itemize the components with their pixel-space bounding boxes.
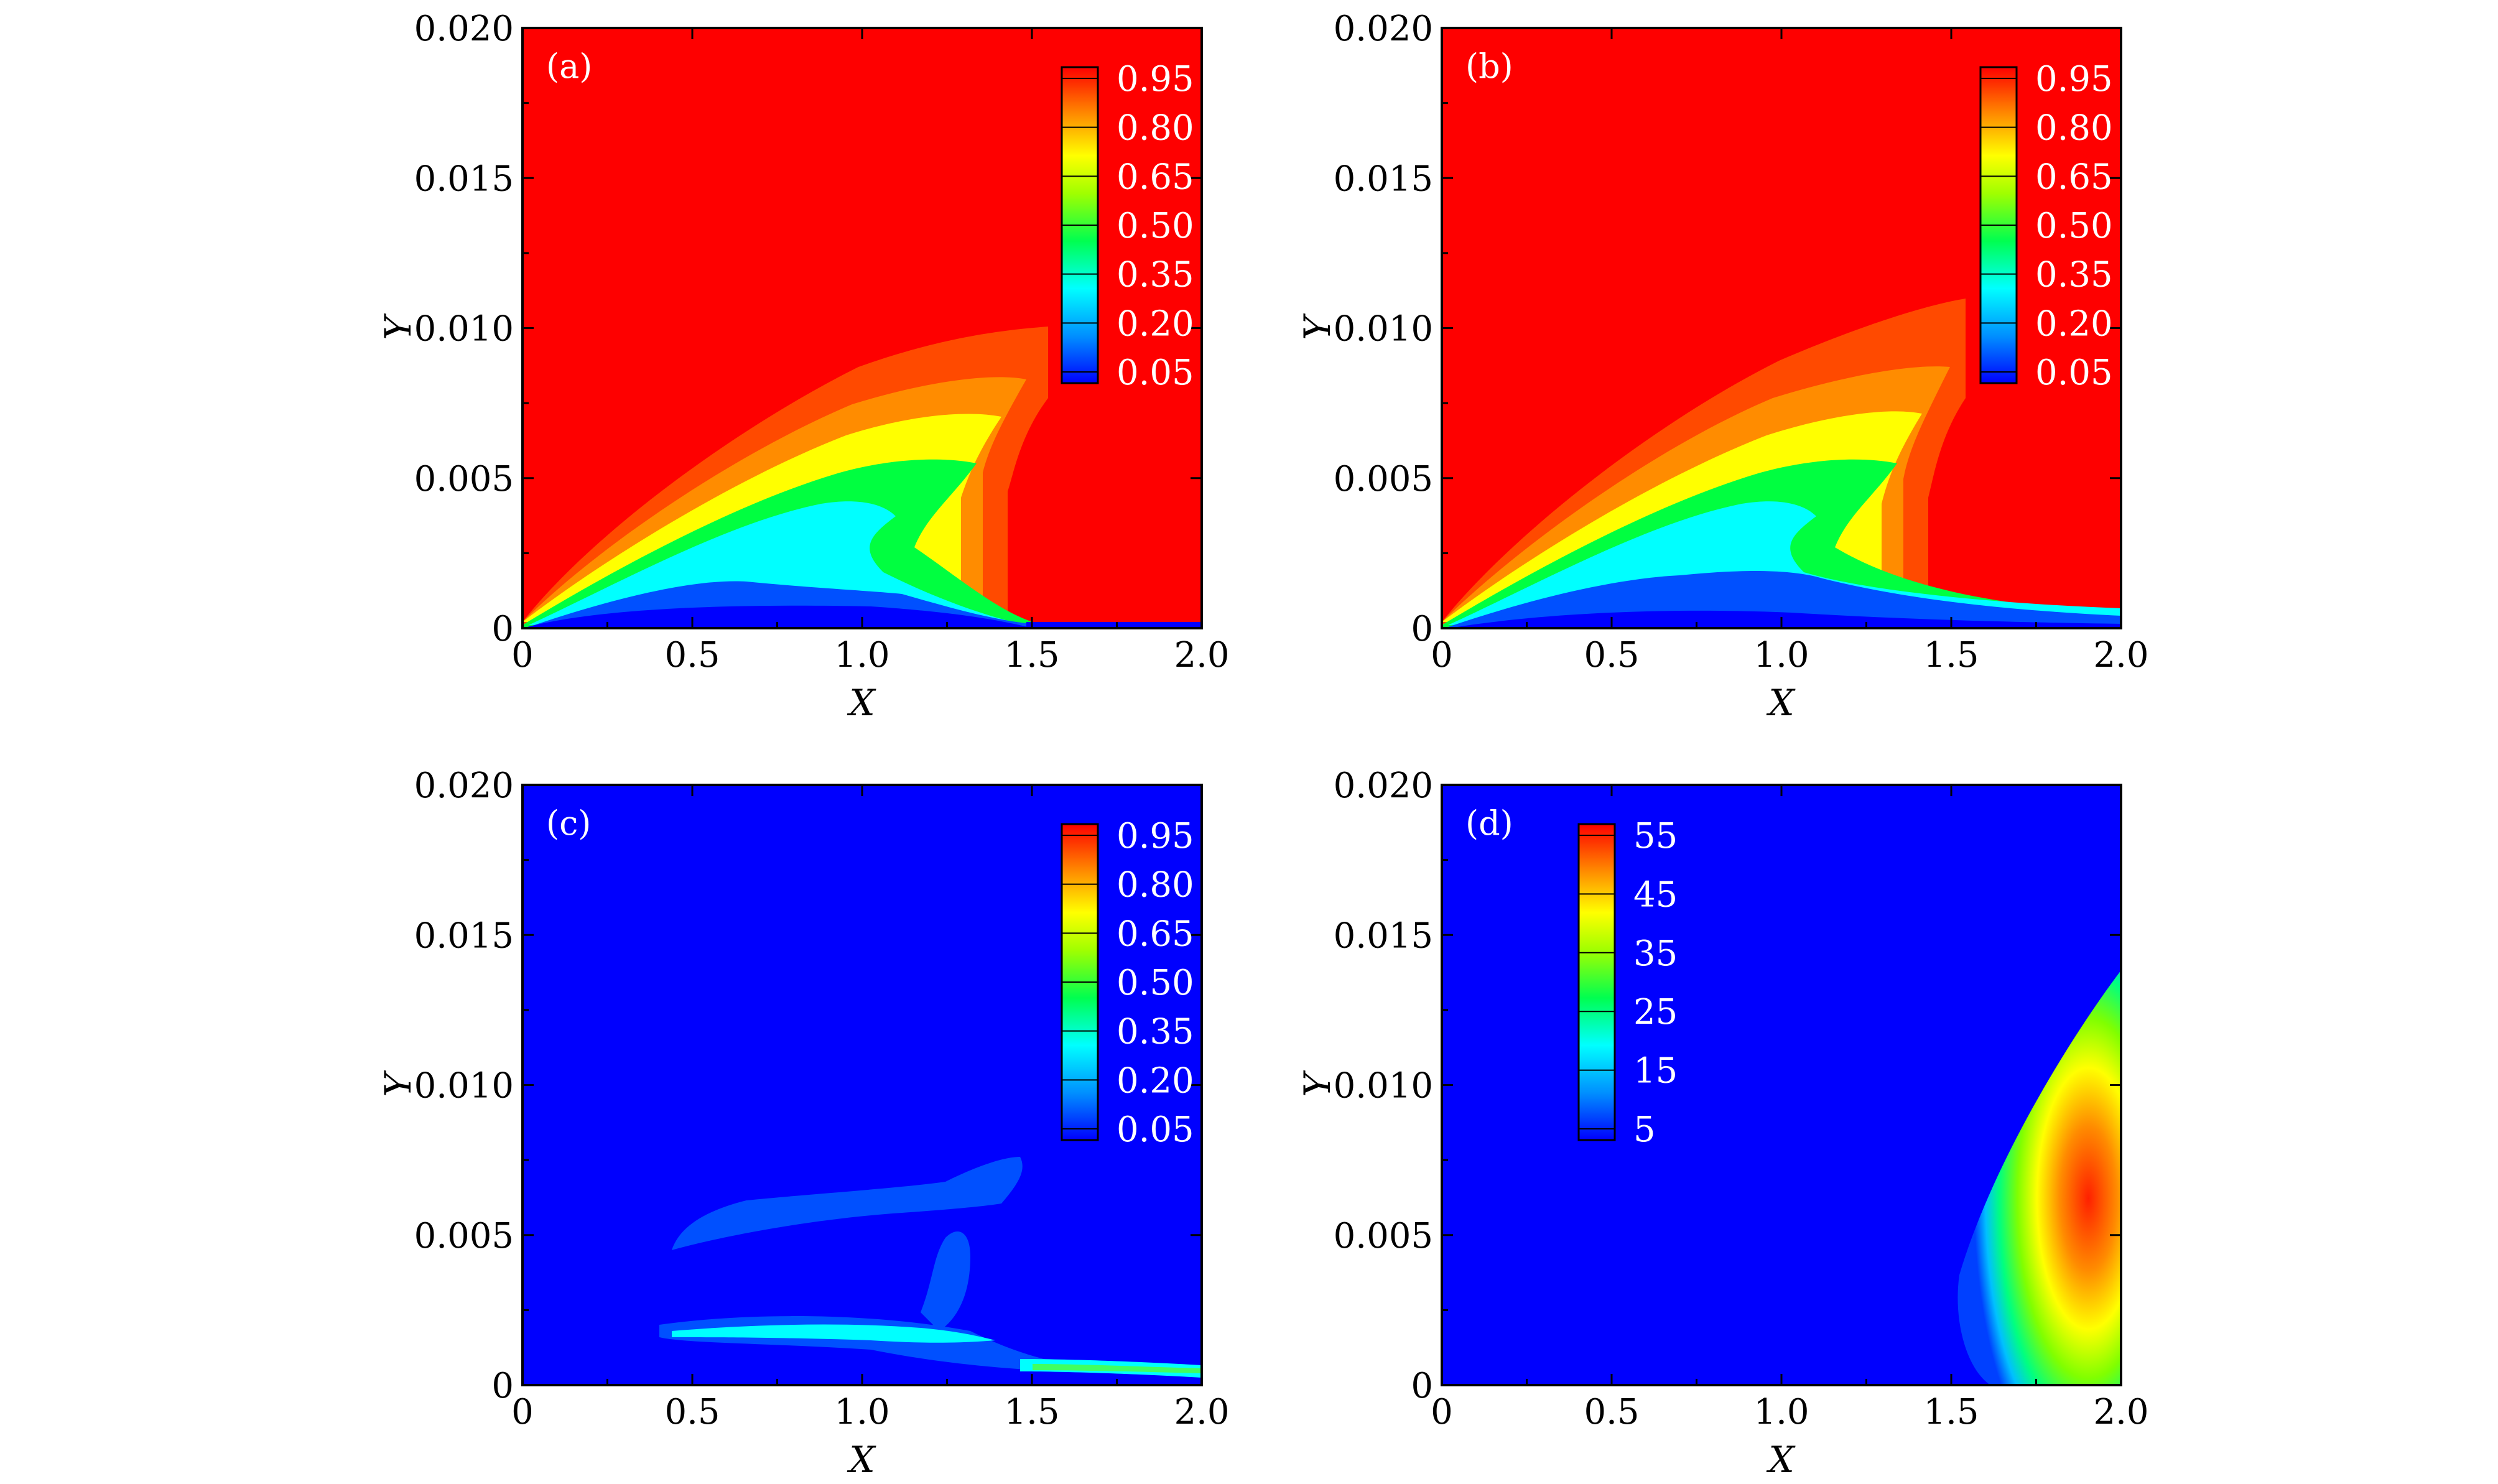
panel-c-ytick-label: 0.005 — [414, 1216, 514, 1256]
panel-d-colorbar-label: 35 — [1633, 934, 1678, 974]
panel-c-xtick-label: 1.5 — [1004, 1392, 1059, 1432]
panel-a-colorbar-label: 0.35 — [1117, 255, 1194, 295]
panel-c-axes: 0 0.5 1.0 1.5 2.0 0 0.005 0.010 0.015 0.020 X Y 0.95… — [377, 766, 1230, 1481]
panel-b-xlabel: X — [1766, 682, 1796, 724]
panel-d-ylabel: Y — [1296, 1070, 1339, 1097]
panel-d: (d) — [1441, 784, 2122, 1386]
panel-d-ytick-label: 0 — [1411, 1366, 1433, 1406]
panel-a-colorbar-label: 0.05 — [1117, 353, 1194, 393]
panel-c-ylabel: Y — [377, 1070, 419, 1097]
panel-c-xtick-label: 0 — [511, 1392, 534, 1432]
panel-b-ytick-label: 0.020 — [1334, 9, 1433, 49]
panel-d-colorbar-label: 45 — [1633, 874, 1678, 915]
panel-a-colorbar-label: 0.80 — [1117, 108, 1194, 149]
panel-d-xlabel: X — [1766, 1439, 1796, 1481]
panel-c-colorbar-label: 0.35 — [1117, 1012, 1194, 1052]
panel-b: (b) — [1441, 27, 2122, 629]
panel-d-xtick-label: 2.0 — [2093, 1392, 2148, 1432]
panel-d-xtick-label: 1.5 — [1923, 1392, 1979, 1432]
panel-a-label: (a) — [546, 47, 592, 86]
panel-a-xtick-label: 2.0 — [1174, 635, 1229, 675]
panel-b-colorbar-label: 0.50 — [2035, 206, 2113, 246]
panel-b-field — [1442, 28, 2121, 628]
panel-d-ytick-label: 0.010 — [1334, 1066, 1433, 1106]
panel-c-xtick-label: 0.5 — [664, 1392, 720, 1432]
panel-c-ytick-label: 0.020 — [414, 766, 514, 806]
panel-a-xtick-label: 0 — [511, 635, 534, 675]
panel-c-xlabel: X — [847, 1439, 876, 1481]
panel-a-colorbar-label: 0.50 — [1117, 206, 1194, 246]
panel-b-xtick-label: 1.5 — [1923, 635, 1979, 675]
panel-d-xtick-label: 0.5 — [1584, 1392, 1639, 1432]
panel-c-colorbar-label: 0.50 — [1117, 963, 1194, 1003]
panel-c-ytick-label: 0 — [491, 1366, 514, 1406]
panel-b-xtick-label: 0 — [1431, 635, 1453, 675]
panel-d-label: (d) — [1465, 804, 1513, 843]
panel-a-xlabel: X — [847, 682, 876, 724]
panel-d-axes: 0 0.5 1.0 1.5 2.0 0 0.005 0.010 0.015 0.020 X Y 55 45… — [1296, 766, 2149, 1481]
panel-d-colorbar-label: 25 — [1633, 992, 1678, 1032]
panel-b-xtick-label: 1.0 — [1753, 635, 1809, 675]
panel-d-colorbar-label: 55 — [1633, 816, 1678, 856]
panel-a-colorbar-label: 0.95 — [1117, 59, 1194, 100]
panel-c-colorbar-label: 0.65 — [1117, 914, 1194, 954]
panel-b-ytick-label: 0.015 — [1334, 159, 1433, 199]
panel-c-ytick-label: 0.010 — [414, 1066, 514, 1106]
panel-a-ylabel: Y — [377, 313, 419, 340]
panel-a-colorbar-label: 0.20 — [1117, 304, 1194, 344]
panel-c-colorbar-label: 0.80 — [1117, 865, 1194, 906]
axes-layer: 0 0.5 1.0 1.5 2.0 0 0.005 0.010 0.015 0.020 X Y 0.95… — [377, 9, 2149, 1481]
panel-c-colorbar-label: 0.05 — [1117, 1110, 1194, 1150]
panel-a-ytick-label: 0.020 — [414, 9, 514, 49]
panel-c-xtick-label: 2.0 — [1174, 1392, 1229, 1432]
panel-b-colorbar-label: 0.95 — [2035, 59, 2113, 100]
panel-c-field — [522, 785, 1202, 1385]
panel-b-colorbar-label: 0.35 — [2035, 255, 2113, 295]
panel-c-label: (c) — [546, 804, 591, 843]
panel-a-xtick-label: 1.0 — [834, 635, 889, 675]
panel-a-ytick-label: 0.015 — [414, 159, 514, 199]
panel-b-ytick-label: 0 — [1411, 609, 1433, 649]
panel-b-ytick-label: 0.010 — [1334, 309, 1433, 350]
panel-d-colorbar-label: 5 — [1633, 1110, 1656, 1150]
panel-d-colorbar-label: 15 — [1633, 1051, 1678, 1092]
panel-b-colorbar-label: 0.20 — [2035, 304, 2113, 344]
panel-c: (c) — [521, 784, 1203, 1386]
panel-d-xtick-label: 0 — [1431, 1392, 1453, 1432]
panel-b-xtick-label: 0.5 — [1584, 635, 1639, 675]
panel-b-colorbar-label: 0.05 — [2035, 353, 2113, 393]
panel-b-colorbar-label: 0.65 — [2035, 157, 2113, 197]
panel-a-xtick-label: 1.5 — [1004, 635, 1059, 675]
panel-d-ytick-label: 0.015 — [1334, 916, 1433, 956]
panel-d-field — [1442, 785, 2121, 1385]
panel-b-colorbar-label: 0.80 — [2035, 108, 2113, 149]
panel-a-axes: 0 0.5 1.0 1.5 2.0 0 0.005 0.010 0.015 0.020 X Y 0.95… — [377, 9, 1230, 724]
panel-d-colorbar — [1577, 823, 1616, 1141]
panel-b-xtick-label: 2.0 — [2093, 635, 2148, 675]
panel-b-label: (b) — [1465, 47, 1513, 86]
panel-c-xtick-label: 1.0 — [834, 1392, 889, 1432]
panel-c-colorbar-label: 0.20 — [1117, 1060, 1194, 1101]
panel-a-colorbar-label: 0.65 — [1117, 157, 1194, 197]
panel-a-xtick-label: 0.5 — [664, 635, 720, 675]
panel-d-ytick-label: 0.020 — [1334, 766, 1433, 806]
panel-c-colorbar-label: 0.95 — [1117, 816, 1194, 856]
panel-b-ylabel: Y — [1296, 313, 1339, 340]
panel-a-ytick-label: 0 — [491, 609, 514, 649]
panel-a: (a) — [521, 27, 1203, 629]
panel-a-ytick-label: 0.010 — [414, 309, 514, 350]
panel-c-ytick-label: 0.015 — [414, 916, 514, 956]
panel-b-ytick-label: 0.005 — [1334, 459, 1433, 499]
panel-b-axes: 0 0.5 1.0 1.5 2.0 0 0.005 0.010 0.015 0.020 X Y 0.95… — [1296, 9, 2149, 724]
panel-a-ytick-label: 0.005 — [414, 459, 514, 499]
panel-a-field — [522, 28, 1202, 628]
panel-d-xtick-label: 1.0 — [1753, 1392, 1809, 1432]
panel-d-ytick-label: 0.005 — [1334, 1216, 1433, 1256]
